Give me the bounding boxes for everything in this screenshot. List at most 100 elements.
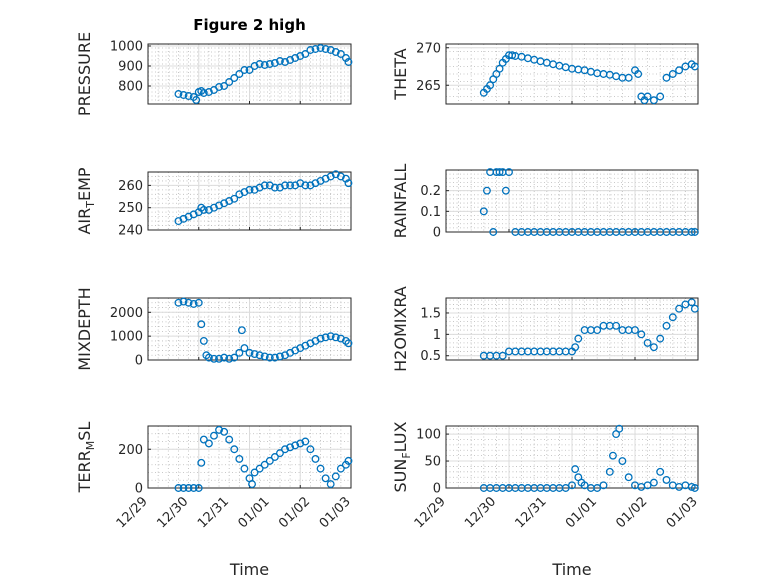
y-tick-label: 250 bbox=[118, 201, 143, 216]
data-point bbox=[202, 351, 211, 360]
data-point bbox=[344, 58, 353, 66]
data-point bbox=[184, 484, 193, 492]
data-point bbox=[248, 480, 256, 489]
x-tick-label: 12/29 bbox=[114, 494, 151, 531]
data-point bbox=[199, 205, 208, 214]
y-axis-label-tail: EMP bbox=[75, 167, 94, 201]
y-axis-label-sub: M bbox=[84, 441, 97, 451]
y-tick-label: 2000 bbox=[110, 306, 143, 321]
data-point bbox=[498, 351, 507, 360]
y-tick-label: 0.1 bbox=[420, 205, 441, 220]
data-point bbox=[331, 472, 340, 481]
data-point bbox=[643, 481, 652, 490]
data-point bbox=[501, 186, 510, 195]
y-tick-label: 0 bbox=[135, 354, 143, 369]
data-point bbox=[662, 73, 671, 82]
data-point bbox=[215, 354, 223, 363]
data-point bbox=[192, 96, 201, 104]
y-tick-label: 1.5 bbox=[420, 306, 441, 321]
data-point bbox=[296, 439, 305, 448]
data-point bbox=[301, 181, 310, 190]
data-point bbox=[326, 332, 335, 341]
panel-pressure: 800 900 1000 PRESSURE Figure 2 high bbox=[75, 16, 353, 116]
data-point bbox=[311, 45, 320, 53]
data-point bbox=[495, 168, 504, 177]
data-point bbox=[341, 336, 350, 345]
x-tick-label: 01/02 bbox=[276, 494, 313, 531]
x-tick-label: 12/31 bbox=[513, 494, 550, 531]
y-axis-label: TERRMSL bbox=[75, 422, 97, 494]
data-point bbox=[220, 353, 229, 362]
data-point bbox=[230, 353, 239, 362]
data-point bbox=[311, 454, 320, 463]
data-point bbox=[690, 304, 699, 313]
data-point bbox=[204, 439, 213, 448]
x-tick-label: 12/30 bbox=[154, 494, 191, 531]
panel-air_temp: 240 250 260 AIRTEMP bbox=[75, 167, 353, 239]
data-point bbox=[618, 457, 627, 465]
y-tick-label: 0.5 bbox=[420, 349, 441, 364]
data-point bbox=[326, 46, 335, 54]
x-axis-label: Time bbox=[229, 560, 269, 579]
data-point bbox=[316, 464, 325, 473]
data-point bbox=[265, 456, 274, 465]
data-point bbox=[174, 298, 183, 307]
data-point bbox=[568, 481, 576, 490]
data-point bbox=[668, 70, 677, 78]
data-point bbox=[321, 474, 330, 483]
y-tick-label: 900 bbox=[118, 60, 143, 75]
data-point bbox=[331, 333, 340, 342]
data-point bbox=[341, 54, 350, 62]
y-axis-label-tail: LUX bbox=[391, 421, 410, 452]
data-point bbox=[286, 56, 295, 64]
panel-h2omixra: 0.5 1 1.5 H2OMIXRA bbox=[391, 286, 699, 372]
y-tick-label: 270 bbox=[416, 41, 441, 56]
data-point bbox=[631, 326, 639, 335]
y-axis-label-tail: SL bbox=[75, 422, 94, 441]
x-axis-label: Time bbox=[551, 560, 591, 579]
data-point bbox=[189, 300, 198, 308]
data-point bbox=[321, 333, 330, 342]
data-point bbox=[668, 313, 677, 322]
data-point bbox=[179, 484, 188, 492]
data-point bbox=[508, 51, 517, 60]
y-axis-label-main: SUN bbox=[391, 459, 410, 493]
y-axis-label-sub: T bbox=[84, 201, 97, 209]
data-point bbox=[634, 70, 643, 78]
data-point bbox=[199, 89, 208, 97]
data-point bbox=[331, 48, 340, 56]
x-tick-label: 01/01 bbox=[236, 494, 273, 531]
data-point bbox=[174, 90, 183, 98]
data-point bbox=[265, 353, 274, 362]
data-point bbox=[479, 207, 488, 216]
data-point bbox=[270, 59, 279, 67]
data-point bbox=[593, 484, 602, 492]
data-point bbox=[649, 478, 658, 487]
y-tick-label: 0.2 bbox=[420, 184, 441, 199]
data-point bbox=[574, 334, 583, 343]
y-axis-label: AIRTEMP bbox=[75, 167, 97, 234]
data-point bbox=[174, 484, 183, 492]
data-point bbox=[276, 352, 284, 361]
data-point bbox=[662, 321, 671, 330]
data-point bbox=[580, 481, 589, 490]
data-point bbox=[276, 449, 284, 458]
y-tick-label: 260 bbox=[118, 179, 143, 194]
data-point bbox=[250, 62, 259, 70]
data-point bbox=[210, 354, 218, 363]
data-point bbox=[199, 336, 208, 345]
data-point bbox=[276, 57, 284, 65]
data-point bbox=[656, 467, 665, 476]
y-axis-label: PRESSURE bbox=[75, 32, 94, 116]
data-point bbox=[225, 435, 234, 444]
data-point bbox=[687, 228, 696, 236]
data-point bbox=[624, 473, 633, 482]
data-point bbox=[605, 467, 614, 476]
data-point bbox=[245, 348, 254, 357]
y-tick-label: 800 bbox=[118, 80, 143, 95]
x-tick-label: 01/03 bbox=[664, 494, 701, 531]
data-point bbox=[260, 61, 269, 69]
data-point bbox=[336, 464, 345, 473]
data-point bbox=[240, 66, 249, 74]
data-point bbox=[326, 480, 335, 489]
